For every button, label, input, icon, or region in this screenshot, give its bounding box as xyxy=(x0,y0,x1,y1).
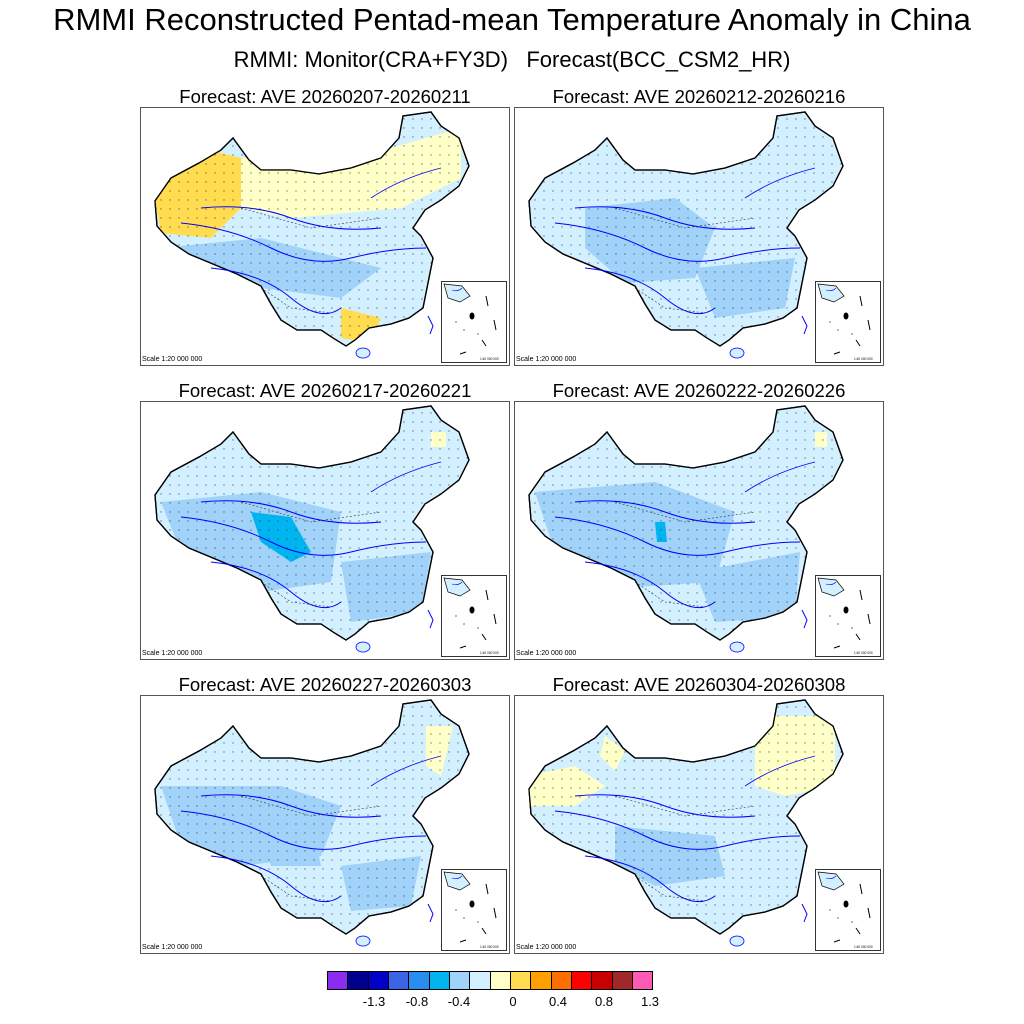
map-panel: 1:40 000 000 Scale 1:20 000 000 xyxy=(514,107,884,366)
colorbar-cell xyxy=(631,971,654,990)
south-china-sea-inset: 1:40 000 000 xyxy=(815,869,881,951)
map-panel: 1:40 000 000 Scale 1:20 000 000 xyxy=(514,695,884,954)
south-china-sea-inset: 1:40 000 000 xyxy=(815,281,881,363)
scale-label: Scale 1:20 000 000 xyxy=(142,650,203,657)
colorbar-cell xyxy=(327,971,349,990)
colorbar-tick-label: -0.8 xyxy=(405,994,429,1009)
colorbar-cell xyxy=(428,971,450,990)
map-panel: 1:40 000 000 Scale 1:20 000 000 xyxy=(140,695,510,954)
panel-title: Forecast: AVE 20260212-20260216 xyxy=(552,86,846,107)
inset-scale-label: 1:40 000 000 xyxy=(854,651,873,655)
colorbar-cell xyxy=(367,971,389,990)
china-anomaly-map xyxy=(528,699,844,947)
colorbar-cell xyxy=(387,971,410,990)
inset-scale-label: 1:40 000 000 xyxy=(480,357,499,361)
colorbar-cell xyxy=(550,971,572,990)
china-anomaly-map xyxy=(154,111,470,359)
panel-title: Forecast: AVE 20260304-20260308 xyxy=(552,674,846,695)
map-panel: 1:40 000 000 Scale 1:20 000 000 xyxy=(140,401,510,660)
china-anomaly-map xyxy=(154,405,470,653)
south-china-sea-inset: 1:40 000 000 xyxy=(441,281,507,363)
scale-label: Scale 1:20 000 000 xyxy=(142,356,203,363)
colorbar-cell xyxy=(591,971,613,990)
panel-title: Forecast: AVE 20260222-20260226 xyxy=(552,380,846,401)
inset-scale-label: 1:40 000 000 xyxy=(480,945,499,949)
colorbar-tick-label: -1.3 xyxy=(362,994,386,1009)
colorbar-tick-label: 1.3 xyxy=(640,994,660,1009)
map-panel: 1:40 000 000 Scale 1:20 000 000 xyxy=(514,401,884,660)
colorbar-cell xyxy=(469,971,491,990)
colorbar-cell xyxy=(408,971,430,990)
south-china-sea-inset: 1:40 000 000 xyxy=(815,575,881,657)
scale-label: Scale 1:20 000 000 xyxy=(142,944,203,951)
figure-title: RMMI Reconstructed Pentad-mean Temperatu… xyxy=(53,2,971,37)
colorbar-cell xyxy=(530,971,552,990)
colorbar-cell xyxy=(570,971,593,990)
scale-label: Scale 1:20 000 000 xyxy=(516,650,577,657)
inset-scale-label: 1:40 000 000 xyxy=(854,357,873,361)
colorbar-cell xyxy=(448,971,471,990)
china-anomaly-map xyxy=(528,405,844,653)
inset-scale-label: 1:40 000 000 xyxy=(480,651,499,655)
china-anomaly-map xyxy=(528,111,844,359)
china-anomaly-map xyxy=(154,699,470,947)
colorbar-tick-label: 0.4 xyxy=(548,994,568,1009)
panel-title: Forecast: AVE 20260207-20260211 xyxy=(179,86,471,107)
colorbar-cell xyxy=(509,971,532,990)
panel-title: Forecast: AVE 20260227-20260303 xyxy=(178,674,472,695)
colorbar xyxy=(327,971,654,990)
colorbar-cell xyxy=(347,971,369,990)
colorbar-tick-label: -0.4 xyxy=(447,994,471,1009)
colorbar-tick-label: 0 xyxy=(509,994,517,1009)
south-china-sea-inset: 1:40 000 000 xyxy=(441,575,507,657)
colorbar-cell xyxy=(489,971,511,990)
figure-subtitle: RMMI: Monitor(CRA+FY3D) Forecast(BCC_CSM… xyxy=(233,47,791,72)
scale-label: Scale 1:20 000 000 xyxy=(516,944,577,951)
colorbar-cell xyxy=(611,971,633,990)
colorbar-tick-label: 0.8 xyxy=(594,994,614,1009)
south-china-sea-inset: 1:40 000 000 xyxy=(441,869,507,951)
inset-scale-label: 1:40 000 000 xyxy=(854,945,873,949)
map-panel: 1:40 000 000 Scale 1:20 000 000 xyxy=(140,107,510,366)
scale-label: Scale 1:20 000 000 xyxy=(516,356,577,363)
panel-title: Forecast: AVE 20260217-20260221 xyxy=(178,380,472,401)
